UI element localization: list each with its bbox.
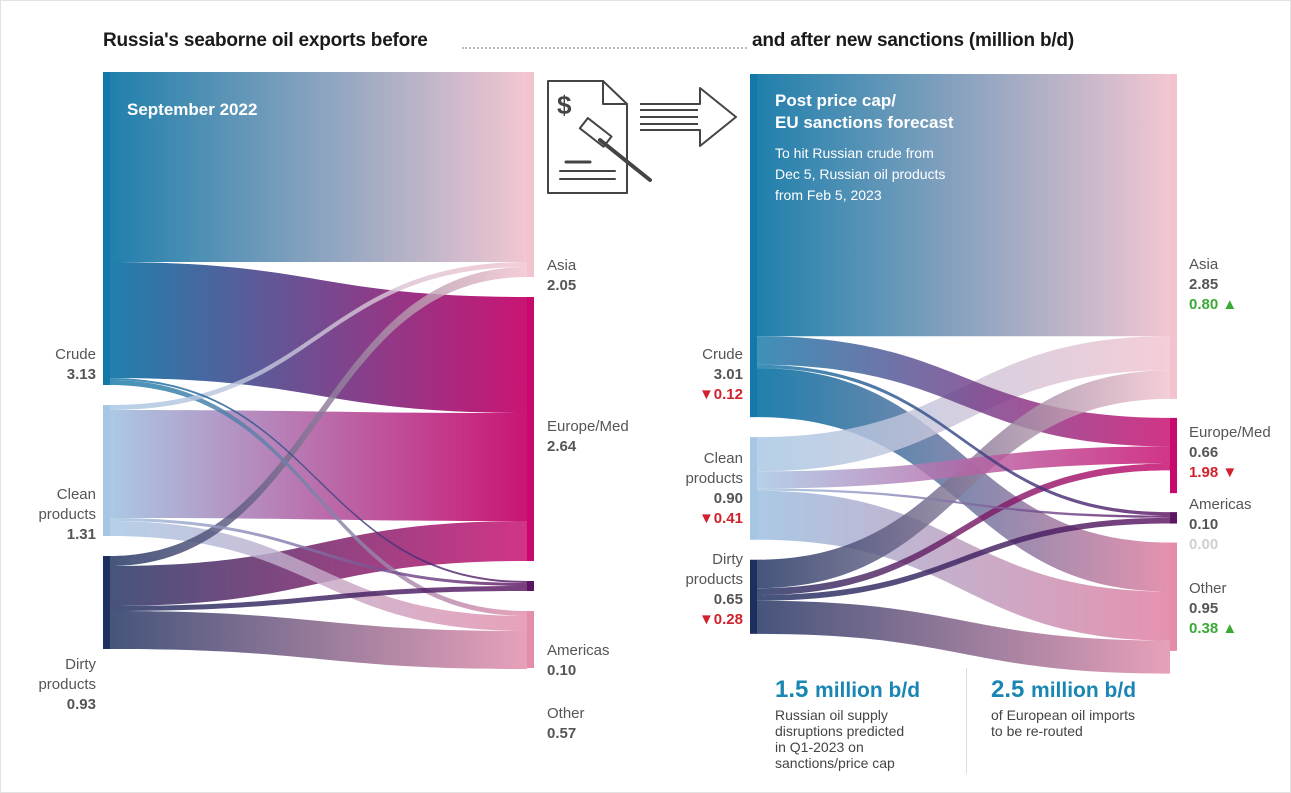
- flow-right-clean-products-to-americas: [757, 488, 1170, 518]
- change-asia-right: 0.80: [1189, 295, 1237, 315]
- svg-text:$: $: [557, 90, 572, 120]
- flow-right-dirty-products-to-europe-med: [757, 463, 1170, 596]
- change-crude-right: 0.12: [699, 385, 743, 405]
- flow-left-clean-products-to-asia: [110, 262, 527, 410]
- flow-left-crude-to-americas: [110, 378, 527, 583]
- flow-left-clean-products-to-europe-med: [110, 410, 527, 521]
- node-left-asia: [527, 72, 534, 277]
- node-right-americas: [1170, 512, 1177, 524]
- change-clean-right: 0.41: [685, 509, 743, 529]
- node-left-europe-med: [527, 297, 534, 561]
- flow-right-crude-to-americas: [757, 364, 1170, 516]
- node-right-clean-products: [750, 437, 757, 540]
- node-right-crude: [750, 74, 757, 418]
- source-label-clean-right: Clean products 0.90 0.41: [685, 449, 743, 529]
- flow-right-dirty-products-to-americas: [757, 517, 1170, 601]
- target-label-asia-right: Asia 2.85 0.80: [1189, 255, 1237, 315]
- flow-left-clean-products-to-other: [110, 521, 527, 631]
- change-americas-right: 0.00: [1189, 536, 1219, 553]
- node-right-europe-med: [1170, 417, 1177, 494]
- callout-reroute-text: of European oil imports to be re-routed: [991, 707, 1135, 739]
- title-right: and after new sanctions (million b/d): [752, 30, 1074, 51]
- source-label-dirty-left: Dirty products 0.93: [38, 656, 96, 713]
- flow-left-dirty-products-to-asia: [110, 267, 527, 566]
- flows-left-group: [110, 72, 527, 669]
- flow-right-crude-to-asia: [757, 74, 1170, 337]
- node-left-clean-products: [103, 405, 110, 536]
- target-label-other-left: Other 0.57: [547, 705, 585, 742]
- flow-right-clean-products-to-europe-med: [757, 446, 1170, 489]
- target-label-europe-right: Europe/Med 0.66 1.98: [1189, 423, 1271, 483]
- node-left-crude: [103, 72, 110, 385]
- callout-supply-disruption-text: Russian oil supply disruptions predicted…: [775, 707, 905, 771]
- target-label-asia-left: Asia 2.05: [547, 257, 577, 294]
- callout-divider: [966, 668, 967, 774]
- node-right-asia: [1170, 74, 1177, 399]
- target-label-americas-right: Americas 0.10 0.00: [1189, 496, 1252, 553]
- source-label-crude-left: Crude 3.13: [55, 346, 96, 383]
- node-right-other: [1170, 542, 1177, 651]
- node-left-other: [527, 611, 534, 668]
- flow-right-clean-products-to-other: [757, 490, 1170, 641]
- source-label-dirty-right: Dirty products 0.65 0.28: [685, 550, 743, 630]
- node-right-dirty-products: [750, 559, 757, 634]
- change-dirty-right: 0.28: [685, 610, 743, 630]
- right-panel-subtitle: To hit Russian crude from Dec 5, Russian…: [775, 145, 946, 203]
- arrow-right-icon: [640, 87, 737, 147]
- right-panel-title: Post price cap/ EU sanctions forecast: [775, 91, 954, 132]
- change-europe-right: 1.98: [1189, 463, 1271, 483]
- callout-reroute-value: 2.5 million b/d: [991, 676, 1137, 703]
- target-label-other-right: Other 0.95 0.38: [1189, 579, 1237, 639]
- target-label-americas-left: Americas 0.10: [547, 642, 610, 679]
- change-other-right: 0.38: [1189, 619, 1237, 639]
- flow-left-dirty-products-to-americas: [110, 586, 527, 611]
- flow-left-dirty-products-to-europe-med: [110, 521, 527, 606]
- flow-left-crude-to-asia: [110, 72, 527, 262]
- nodes-group: [103, 72, 1177, 668]
- sanctions-document-gavel-icon: $: [547, 80, 652, 194]
- flow-left-clean-products-to-americas: [110, 518, 527, 586]
- source-label-crude-right: Crude 3.01 0.12: [699, 345, 743, 405]
- flow-right-dirty-products-to-other: [757, 600, 1170, 674]
- flows-right-group: [757, 74, 1170, 674]
- target-label-europe-left: Europe/Med 2.64: [547, 418, 629, 455]
- title-dotted-leader: [462, 47, 747, 49]
- callout-supply-disruption-value: 1.5 million b/d: [775, 676, 921, 703]
- node-left-dirty-products: [103, 556, 110, 649]
- left-panel-title: September 2022: [127, 100, 258, 119]
- flow-right-dirty-products-to-asia: [757, 370, 1170, 589]
- title-left: Russia's seaborne oil exports before: [103, 30, 428, 51]
- flow-left-dirty-products-to-other: [110, 611, 527, 669]
- flow-left-crude-to-other: [110, 380, 527, 616]
- node-left-americas: [527, 581, 534, 591]
- source-label-clean-left: Clean products 1.31: [38, 486, 96, 543]
